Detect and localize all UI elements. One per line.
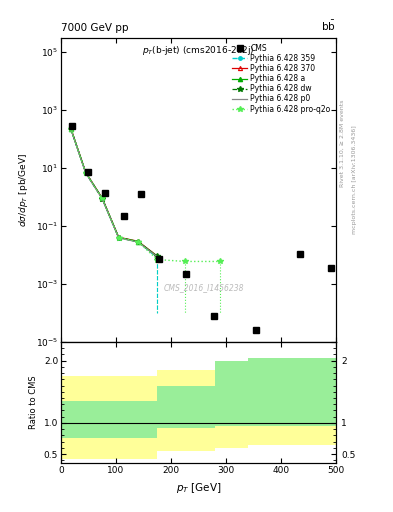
Pythia 6.428 pro-q2o bbox=[155, 257, 160, 263]
CMS bbox=[184, 271, 189, 277]
Pythia 6.428 pro-q2o bbox=[136, 239, 140, 245]
Pythia 6.428 a bbox=[83, 169, 88, 176]
Y-axis label: $d\sigma/dp_T\ \mathrm{[pb/GeV]}$: $d\sigma/dp_T\ \mathrm{[pb/GeV]}$ bbox=[17, 153, 30, 227]
Pythia 6.428 359 bbox=[83, 169, 88, 176]
Pythia 6.428 a bbox=[155, 253, 160, 259]
Pythia 6.428 a bbox=[100, 195, 105, 201]
Pythia 6.428 pro-q2o bbox=[116, 234, 121, 241]
Text: $p_T$(b-jet) (cms2016-2b2j): $p_T$(b-jet) (cms2016-2b2j) bbox=[142, 45, 255, 57]
Pythia 6.428 359 bbox=[136, 239, 140, 245]
Pythia 6.428 370 bbox=[116, 234, 121, 240]
Line: Pythia 6.428 370: Pythia 6.428 370 bbox=[69, 126, 159, 258]
Line: Pythia 6.428 359: Pythia 6.428 359 bbox=[69, 127, 159, 260]
CMS bbox=[328, 265, 333, 271]
CMS bbox=[103, 190, 107, 196]
Pythia 6.428 359 bbox=[116, 234, 121, 241]
Pythia 6.428 a bbox=[136, 239, 140, 245]
Pythia 6.428 pro-q2o bbox=[68, 125, 73, 132]
Pythia 6.428 pro-q2o bbox=[182, 259, 187, 265]
Legend: CMS, Pythia 6.428 359, Pythia 6.428 370, Pythia 6.428 a, Pythia 6.428 dw, Pythia: CMS, Pythia 6.428 359, Pythia 6.428 370,… bbox=[231, 42, 332, 115]
Pythia 6.428 370 bbox=[83, 169, 88, 175]
Pythia 6.428 370 bbox=[100, 195, 105, 201]
Line: Pythia 6.428 pro-q2o: Pythia 6.428 pro-q2o bbox=[68, 126, 223, 264]
CMS bbox=[211, 313, 216, 319]
Line: Pythia 6.428 dw: Pythia 6.428 dw bbox=[68, 126, 160, 259]
Pythia 6.428 dw bbox=[68, 126, 73, 132]
Pythia 6.428 p0 bbox=[100, 196, 105, 202]
Pythia 6.428 pro-q2o bbox=[218, 259, 223, 265]
CMS bbox=[70, 123, 74, 129]
Pythia 6.428 a bbox=[116, 234, 121, 241]
Pythia 6.428 359 bbox=[68, 125, 73, 132]
CMS bbox=[138, 190, 143, 197]
CMS bbox=[86, 168, 91, 175]
Text: b$\mathdefault{\bar{b}}$: b$\mathdefault{\bar{b}}$ bbox=[321, 19, 336, 33]
CMS bbox=[156, 255, 161, 262]
Pythia 6.428 359 bbox=[100, 196, 105, 202]
Pythia 6.428 pro-q2o bbox=[100, 196, 105, 202]
Pythia 6.428 pro-q2o bbox=[83, 169, 88, 176]
Pythia 6.428 p0 bbox=[83, 170, 88, 176]
Pythia 6.428 a bbox=[68, 125, 73, 132]
Pythia 6.428 359 bbox=[155, 255, 160, 261]
Line: CMS: CMS bbox=[69, 123, 334, 333]
Pythia 6.428 dw bbox=[100, 196, 105, 202]
Pythia 6.428 p0 bbox=[155, 253, 160, 260]
Pythia 6.428 dw bbox=[83, 169, 88, 176]
Y-axis label: Ratio to CMS: Ratio to CMS bbox=[29, 376, 38, 430]
Text: mcplots.cern.ch [arXiv:1306.3436]: mcplots.cern.ch [arXiv:1306.3436] bbox=[352, 125, 357, 233]
Pythia 6.428 dw bbox=[155, 253, 160, 260]
Text: CMS_2016_I1456238: CMS_2016_I1456238 bbox=[164, 283, 244, 292]
Text: 7000 GeV pp: 7000 GeV pp bbox=[61, 23, 129, 33]
Pythia 6.428 dw bbox=[116, 234, 121, 241]
Pythia 6.428 370 bbox=[155, 253, 160, 259]
Text: Rivet 3.1.10, ≥ 2.8M events: Rivet 3.1.10, ≥ 2.8M events bbox=[340, 100, 345, 187]
Line: Pythia 6.428 a: Pythia 6.428 a bbox=[69, 126, 159, 259]
X-axis label: $p_T$ [GeV]: $p_T$ [GeV] bbox=[176, 481, 221, 495]
CMS bbox=[254, 327, 259, 333]
Pythia 6.428 p0 bbox=[68, 126, 73, 132]
Line: Pythia 6.428 p0: Pythia 6.428 p0 bbox=[71, 129, 157, 257]
Pythia 6.428 p0 bbox=[136, 239, 140, 245]
Pythia 6.428 p0 bbox=[116, 235, 121, 241]
CMS bbox=[122, 213, 127, 219]
Pythia 6.428 370 bbox=[136, 238, 140, 244]
Pythia 6.428 dw bbox=[136, 239, 140, 245]
CMS bbox=[298, 251, 303, 257]
Pythia 6.428 370 bbox=[68, 125, 73, 132]
